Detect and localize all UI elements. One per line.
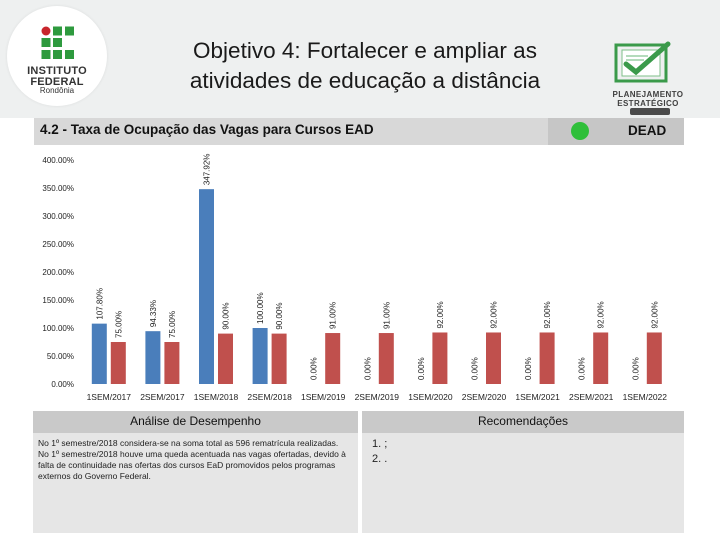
data-label: 0.00% [363,357,372,380]
y-tick-label: 350.00% [42,184,74,193]
bar-red [271,333,287,384]
data-label: 91.00% [329,302,338,329]
x-tick-label: 1SEM/2022 [623,392,668,402]
planning-logo-bar [630,108,670,115]
data-label: 0.00% [471,357,480,380]
data-label: 0.00% [524,357,533,380]
y-tick-label: 100.00% [42,324,74,333]
y-tick-label: 300.00% [42,212,74,221]
data-label: 92.00% [490,301,499,328]
bar-red [110,342,126,384]
data-label: 0.00% [310,357,319,380]
data-label: 92.00% [436,301,445,328]
data-label: 75.00% [168,311,177,338]
data-label: 91.00% [382,302,391,329]
bar-red [539,332,555,384]
data-label: 92.00% [543,301,552,328]
y-tick-label: 50.00% [47,352,74,361]
y-tick-label: 0.00% [51,380,74,389]
analysis-title: Análise de Desempenho [130,414,261,428]
x-tick-label: 2SEM/2018 [247,392,292,402]
analysis-header [33,411,358,433]
data-label: 100.00% [256,292,265,324]
y-tick-label: 250.00% [42,240,74,249]
bar-red [378,333,394,384]
bar-red [486,332,501,384]
unit-label: DEAD [628,123,667,138]
y-tick-label: 200.00% [42,268,74,277]
analysis-panel [33,433,358,533]
data-label: 90.00% [222,302,231,329]
page-title: Objetivo 4: Fortalecer e ampliar as ativi… [189,38,541,93]
x-tick-label: 1SEM/2020 [408,392,453,402]
institution-name: INSTITUTO FEDERAL [27,65,87,88]
bar-blue [145,331,161,384]
bar-red [432,332,448,384]
data-label: 107.80% [95,288,104,320]
y-tick-label: 400.00% [42,156,74,165]
x-tick-label: 2SEM/2020 [462,392,507,402]
recommendations-list: 1. ; 2. . [372,437,387,467]
x-tick-label: 1SEM/2021 [515,392,560,402]
institution-campus: Rondônia [39,86,75,95]
chart-subtitle: 4.2 - Taxa de Ocupação das Vagas para Cu… [40,122,374,137]
recommendation-item: 2. . [372,453,388,465]
data-label: 90.00% [275,302,284,329]
bar-red [325,333,341,384]
analysis-text: No 1º semestre/2018 considera-se na soma… [38,438,352,482]
recommendations-title: Recomendações [477,414,569,428]
data-label: 0.00% [417,357,426,380]
recommendations-panel [362,433,684,533]
if-logo-icon [41,26,74,59]
data-label: 92.00% [650,301,659,328]
x-tick-label: 2SEM/2021 [569,392,614,402]
bar-blue [199,189,214,384]
x-tick-label: 1SEM/2019 [301,392,346,402]
bar-red [218,333,233,384]
x-tick-label: 1SEM/2018 [194,392,239,402]
data-label: 75.00% [114,311,123,338]
data-label: 0.00% [578,357,587,380]
y-tick-label: 150.00% [42,296,74,305]
data-label: 0.00% [631,357,640,380]
header-background [0,0,720,118]
analysis-paragraph: No 1º semestre/2018 considera-se na soma… [38,438,339,448]
bar-blue [91,323,107,384]
planning-logo-text: PLANEJAMENTO ESTRATÉGICO [612,90,684,108]
analysis-paragraph: No 1º semestre/2018 houve uma queda acen… [38,449,346,481]
recommendation-item: 1. ; [372,438,388,450]
bar-blue [252,328,268,384]
occupancy-bar-chart: 0.00% 50.00% 100.00% 150.00% 200.00% 250.00% 3… [42,154,668,402]
bar-red [164,342,180,384]
data-label: 347.92% [203,154,212,186]
recommendations-header [362,411,684,433]
unit-box [548,118,684,145]
bar-red [593,332,609,384]
x-tick-label: 2SEM/2019 [355,392,400,402]
planning-checkmark-icon [614,41,671,83]
x-tick-label: 1SEM/2017 [87,392,132,402]
data-label: 94.33% [149,300,158,327]
bar-red [646,332,662,384]
data-label: 92.00% [597,301,606,328]
x-tick-label: 2SEM/2017 [140,392,185,402]
status-indicator [571,122,589,140]
